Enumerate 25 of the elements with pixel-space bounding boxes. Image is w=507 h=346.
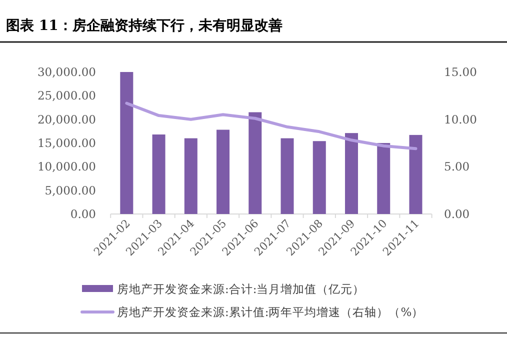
bar	[409, 134, 422, 214]
bar	[280, 138, 294, 214]
chart-title: 图表 11：房企融资持续下行，未有明显改善	[6, 17, 282, 34]
y2-tick-label: 0.00	[444, 207, 470, 221]
bar	[377, 143, 390, 214]
bar	[152, 134, 166, 214]
y-tick-label: 5,000.00	[44, 183, 96, 198]
bar	[216, 130, 230, 214]
bar	[248, 112, 262, 214]
bar	[120, 72, 134, 214]
y-tick-label: 25,000.00	[37, 88, 96, 103]
y2-tick-label: 15.00	[444, 65, 477, 79]
y-tick-label: 30,000.00	[37, 65, 96, 79]
bar	[184, 138, 198, 214]
y-tick-label: 20,000.00	[37, 112, 96, 126]
y-tick-label: 10,000.00	[37, 160, 96, 174]
y2-tick-label: 10.00	[444, 112, 477, 126]
line-series	[125, 102, 418, 150]
y2-tick-label: 5.00	[444, 160, 470, 174]
y-tick-label: 15,000.00	[37, 136, 96, 150]
bar	[312, 141, 326, 214]
legend-label: 房地产开发资金来源:合计:当月增加值（亿元）	[117, 282, 365, 296]
bar	[345, 133, 358, 214]
y-tick-label: 0.00	[70, 207, 96, 221]
legend-label: 房地产开发资金来源:累计值:两年平均增速（右轴）（%）	[117, 305, 424, 319]
